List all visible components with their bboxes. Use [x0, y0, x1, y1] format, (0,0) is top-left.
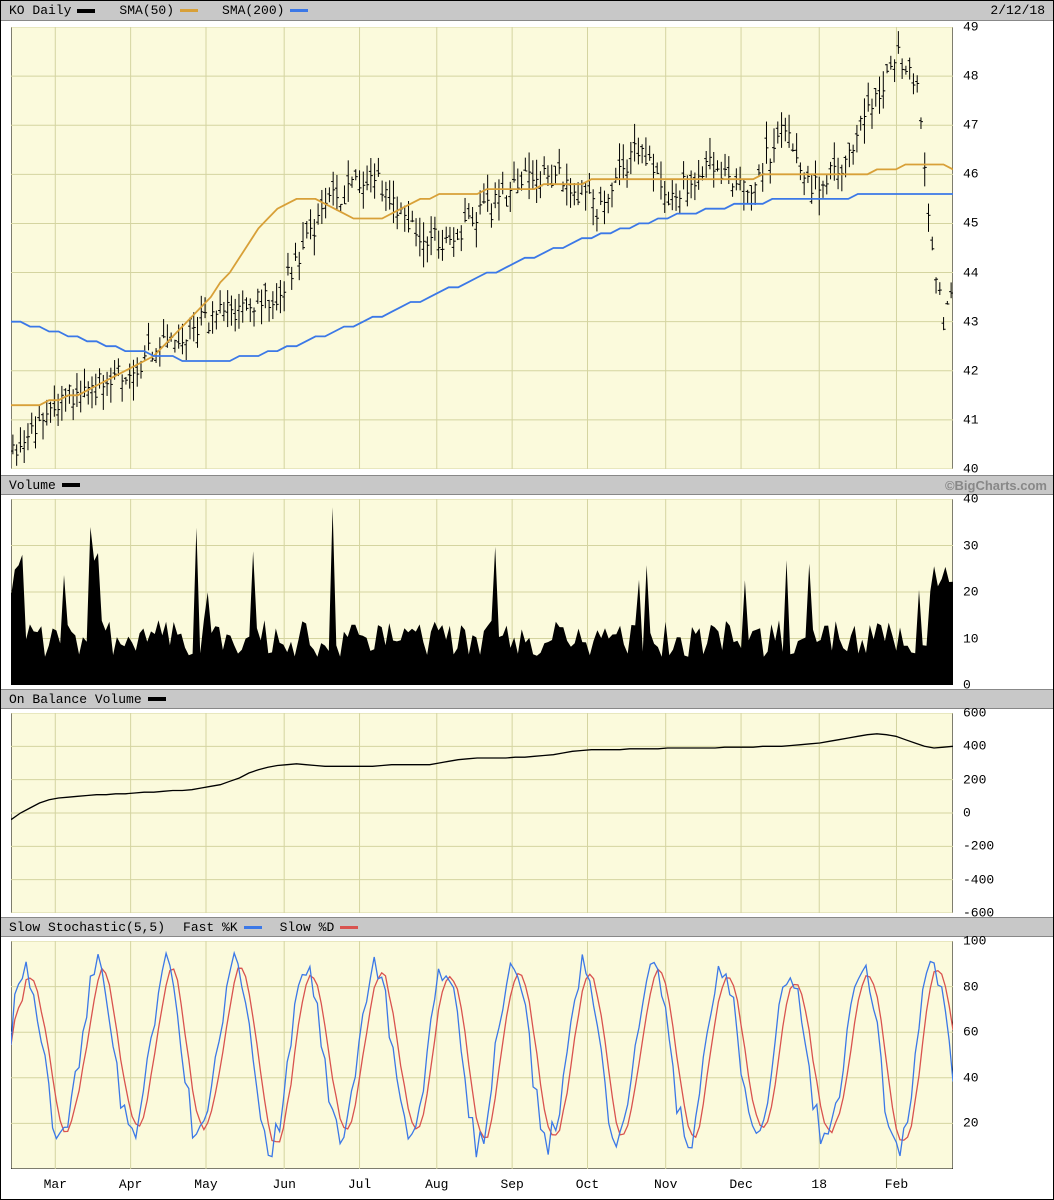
legend-swatch — [77, 9, 95, 13]
legend-label: SMA(50) — [119, 3, 174, 18]
x-tick-label: 18 — [811, 1177, 827, 1192]
tick-label: 100 — [963, 934, 986, 949]
price-panel: 40414243444546474849 — [1, 21, 1053, 475]
obv-panel: -600-400-2000200400600 Millions — [1, 709, 1053, 917]
tick-label: 49 — [963, 20, 979, 35]
obv-chart — [11, 713, 953, 913]
obv-header: On Balance Volume — [1, 689, 1053, 709]
legend-label: SMA(200) — [222, 3, 284, 18]
tick-label: 40 — [963, 1070, 979, 1085]
tick-label: 0 — [963, 806, 971, 821]
legend-swatch — [290, 9, 308, 12]
tick-label: 48 — [963, 69, 979, 84]
tick-label: 41 — [963, 412, 979, 427]
chart-date: 2/12/18 — [990, 3, 1045, 18]
volume-label: Volume — [9, 478, 56, 493]
legend-sma200: SMA(200) — [222, 3, 308, 18]
tick-label: 60 — [963, 1025, 979, 1040]
legend-sma50: SMA(50) — [119, 3, 198, 18]
stoch-label: Slow Stochastic(5,5) — [9, 920, 165, 935]
volume-chart — [11, 499, 953, 685]
legend-ko-daily: KO Daily — [9, 3, 95, 18]
stoch-header: Slow Stochastic(5,5) Fast %K Slow %D — [1, 917, 1053, 937]
tick-label: 20 — [963, 1116, 979, 1131]
tick-label: 20 — [963, 585, 979, 600]
x-tick-label: Mar — [44, 1177, 67, 1192]
x-tick-label: May — [194, 1177, 217, 1192]
chart-header: KO Daily SMA(50) SMA(200) 2/12/18 — [1, 1, 1053, 21]
tick-label: 30 — [963, 538, 979, 553]
legend-label: KO Daily — [9, 3, 71, 18]
x-axis: Mar Apr May Jun Jul Aug Sep Oct Nov Dec 18 Feb — [11, 1173, 953, 1197]
price-chart — [11, 27, 953, 469]
tick-label: -200 — [963, 839, 994, 854]
volume-header: Volume ©BigCharts.com — [1, 475, 1053, 495]
x-tick-label: Dec — [729, 1177, 752, 1192]
tick-label: 200 — [963, 772, 986, 787]
obv-label: On Balance Volume — [9, 692, 142, 707]
legend-swatch — [62, 483, 80, 487]
tick-label: 43 — [963, 314, 979, 329]
legend-swatch — [340, 926, 358, 929]
x-tick-label: Oct — [576, 1177, 599, 1192]
watermark: ©BigCharts.com — [945, 478, 1047, 493]
tick-label: 42 — [963, 363, 979, 378]
tick-label: 46 — [963, 167, 979, 182]
tick-label: 10 — [963, 631, 979, 646]
tick-label: 44 — [963, 265, 979, 280]
x-tick-label: Sep — [500, 1177, 523, 1192]
stoch-k-label: Fast %K — [183, 920, 238, 935]
tick-label: 45 — [963, 216, 979, 231]
x-tick-label: Apr — [119, 1177, 142, 1192]
x-tick-label: Nov — [654, 1177, 677, 1192]
tick-label: 600 — [963, 706, 986, 721]
x-tick-label: Jul — [348, 1177, 371, 1192]
volume-panel: 010203040 Millions — [1, 495, 1053, 689]
tick-label: -400 — [963, 872, 994, 887]
tick-label: 400 — [963, 739, 986, 754]
stoch-chart — [11, 941, 953, 1169]
tick-label: 47 — [963, 118, 979, 133]
x-tick-label: Jun — [272, 1177, 295, 1192]
tick-label: 40 — [963, 492, 979, 507]
x-tick-label: Aug — [425, 1177, 448, 1192]
legend-swatch — [180, 9, 198, 12]
stoch-panel: 20 40 60 80 100 — [1, 937, 1053, 1173]
tick-label: 80 — [963, 979, 979, 994]
legend-swatch — [244, 926, 262, 929]
stoch-d-label: Slow %D — [280, 920, 335, 935]
x-tick-label: Feb — [885, 1177, 908, 1192]
legend-swatch — [148, 697, 166, 701]
